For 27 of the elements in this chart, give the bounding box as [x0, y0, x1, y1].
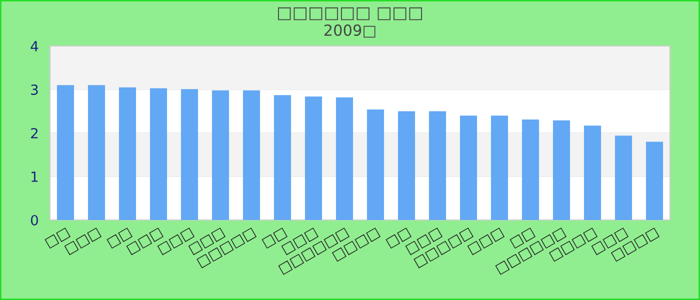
chart-subtitle: 2009□ [324, 24, 376, 38]
bar [428, 111, 446, 220]
y-tick-label: 4 [30, 41, 38, 52]
y-tick-label: 1 [32, 172, 38, 182]
bar [552, 120, 570, 220]
bar [56, 85, 74, 220]
bar [336, 97, 354, 220]
bar [646, 142, 664, 220]
bar [118, 87, 136, 220]
bar [460, 116, 478, 220]
chart-title: □□□□□□ □□□ [278, 7, 422, 20]
bar [274, 95, 292, 220]
bar [584, 126, 602, 220]
y-tick-label: 3 [31, 84, 38, 95]
bar [180, 89, 198, 220]
bar [366, 110, 384, 220]
y-tick-label: 0 [30, 214, 38, 226]
bar [304, 96, 322, 220]
bar [88, 85, 106, 220]
bar [150, 88, 168, 220]
y-tick-label: 2 [31, 128, 38, 138]
bar [614, 136, 632, 220]
bar [398, 111, 416, 220]
bar [522, 120, 540, 220]
bar [212, 90, 230, 220]
bar [242, 90, 260, 220]
bar [490, 116, 508, 220]
